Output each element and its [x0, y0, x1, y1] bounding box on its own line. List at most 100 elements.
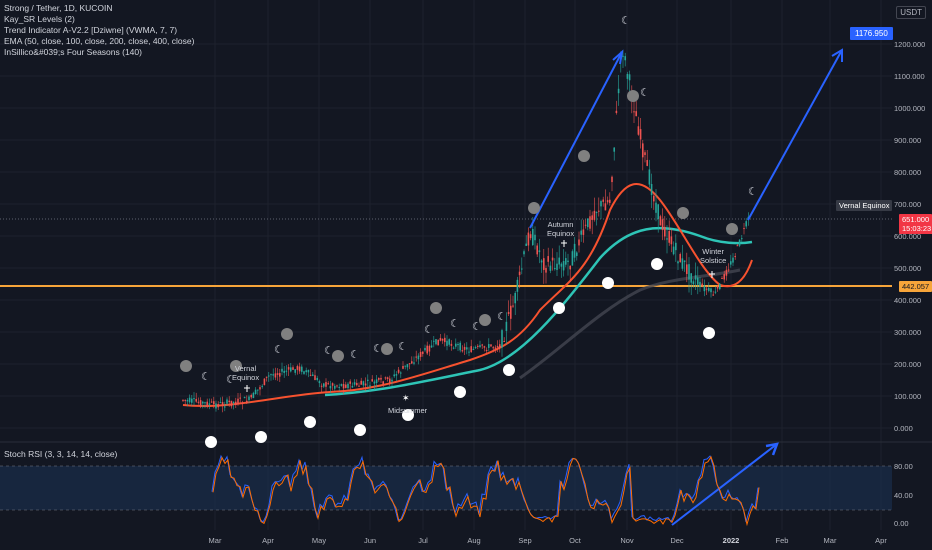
candle-body — [331, 383, 334, 386]
candle-body — [206, 401, 208, 407]
candle-body — [697, 277, 699, 285]
new-moon-icon — [479, 314, 491, 326]
candle-body — [529, 234, 532, 239]
price-axis-label: 0.000 — [894, 424, 913, 433]
candle-body — [373, 381, 376, 384]
candle-body — [683, 260, 686, 263]
candle-body — [571, 251, 574, 266]
candle-body — [430, 345, 433, 348]
candle-body — [659, 216, 662, 226]
candle-body — [483, 346, 486, 348]
candle-body — [538, 250, 541, 253]
candle-body — [450, 343, 453, 346]
time-axis-label: Mar — [823, 536, 837, 545]
crescent-moon-icon: ☾ — [373, 342, 383, 355]
candle-body — [428, 345, 431, 352]
symbol-title[interactable]: Strong / Tether, 1D, KUCOIN — [4, 3, 113, 13]
candle-body — [254, 389, 257, 394]
indicator-four-seasons[interactable]: InSillico&#039;s Four Seasons (140) — [4, 47, 142, 57]
ema-50-line — [182, 183, 753, 408]
target-price-tag: 1176.950 — [850, 27, 893, 40]
time-axis-label: Nov — [620, 536, 634, 545]
indicator-trend[interactable]: Trend Indicator A-V2.2 [Dziwne] (VWMA, 7… — [4, 25, 178, 35]
candle-body — [235, 401, 237, 406]
full-moon-icon — [553, 302, 565, 314]
candle-body — [404, 365, 406, 367]
new-moon-icon — [230, 360, 242, 372]
candle-body — [521, 268, 523, 270]
crescent-moon-icon: ☾ — [350, 348, 360, 361]
candle-body — [208, 403, 211, 405]
midsummer-note: Midsummer — [388, 406, 428, 415]
candle-body — [514, 292, 516, 304]
candle-body — [281, 368, 283, 372]
candle-body — [182, 399, 184, 401]
time-axis-label: Apr — [875, 536, 887, 545]
candle-body — [224, 406, 226, 408]
candle-body — [503, 340, 505, 342]
candle-body — [690, 273, 692, 283]
candle-body — [650, 184, 653, 196]
candle-body — [389, 378, 391, 383]
candle-body — [558, 257, 560, 265]
candle-body — [734, 256, 736, 258]
full-moon-icon — [651, 258, 663, 270]
candle-body — [474, 347, 477, 349]
candle-body — [622, 55, 624, 57]
candle-body — [518, 271, 521, 276]
candle-body — [492, 347, 494, 349]
candle-body — [547, 256, 549, 262]
candle-body — [657, 204, 659, 220]
candle-body — [593, 210, 596, 220]
stoch-rsi-legend[interactable]: Stoch RSI (3, 3, 14, 14, close) — [4, 449, 118, 459]
candle-body — [741, 238, 743, 240]
candle-body — [221, 402, 224, 407]
candle-body — [642, 143, 644, 158]
candle-body — [283, 370, 285, 373]
candle-body — [532, 229, 534, 246]
moon-markers: ☾ ☾ ☾ ☾ ☾ ☾ ☾ ☾ ☾ ☾ ☾ ☾ ☾ ☾ — [180, 14, 758, 448]
price-axis-label: 100.000 — [894, 392, 922, 401]
candle-body — [226, 399, 228, 404]
candle-body — [199, 400, 202, 407]
rsi-axis-label: 80.00 — [894, 462, 913, 471]
support-price-tag: 442.057 — [899, 281, 932, 292]
price-axis-label: 700.000 — [894, 200, 922, 209]
indicator-ema[interactable]: EMA (50, close, 100, close, 200, close, … — [4, 36, 195, 46]
candle-body — [576, 252, 578, 256]
candle-body — [639, 129, 642, 140]
candle-body — [516, 279, 519, 292]
candle-body — [265, 376, 268, 378]
candle-body — [259, 387, 261, 390]
candle-body — [664, 226, 666, 237]
candle-body — [573, 243, 576, 258]
candle-body — [272, 374, 274, 376]
indicator-kay-sr[interactable]: Kay_SR Levels (2) — [4, 14, 75, 24]
candle-body — [494, 347, 497, 349]
time-axis-label: Sep — [518, 536, 532, 545]
candle-body — [708, 287, 710, 291]
ema-200-line — [519, 268, 741, 380]
candle-body — [463, 346, 466, 350]
candle-body — [551, 257, 554, 261]
new-moon-icon — [430, 302, 442, 314]
candle-body — [604, 203, 607, 211]
currency-selector[interactable]: USDT — [896, 6, 926, 19]
time-axis-label: May — [311, 536, 327, 545]
candle-body — [536, 245, 538, 255]
candle-body — [349, 381, 351, 384]
candle-body — [356, 382, 358, 386]
candle-body — [543, 258, 545, 270]
candle-body — [485, 349, 488, 351]
candle-body — [371, 379, 373, 382]
crescent-moon-icon: ☾ — [450, 317, 460, 330]
candle-body — [567, 260, 569, 263]
candle-body — [246, 400, 248, 404]
candle-body — [358, 385, 360, 387]
new-moon-icon — [677, 207, 689, 219]
rsi-arrow — [671, 443, 778, 526]
candle-body — [525, 243, 527, 246]
indicator-legend: Strong / Tether, 1D, KUCOIN Kay_SR Level… — [4, 3, 194, 58]
time-axis-label: Dec — [670, 536, 684, 545]
